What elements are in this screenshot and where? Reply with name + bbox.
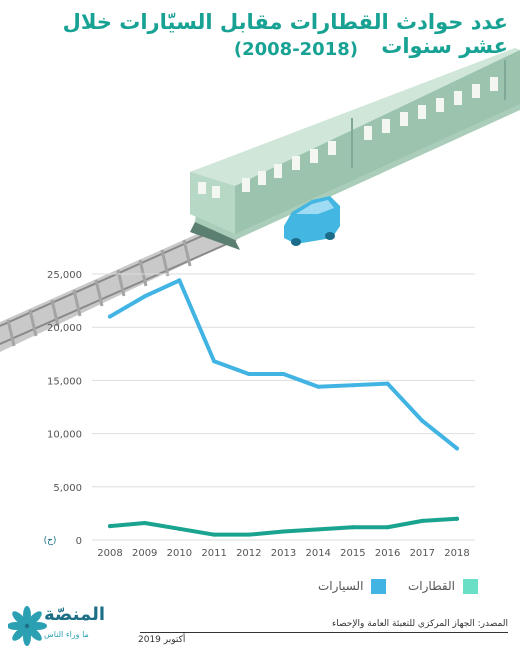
chart-title: عدد حوادث القطارات مقابل السيّارات خلال … [62,10,508,58]
data-point [108,524,112,529]
logo-tagline: ما وراء الناس [44,630,89,639]
x-tick-label: 2014 [305,548,330,559]
car-icon [284,196,340,246]
data-point [281,372,286,377]
y-tick-label: 0 [76,536,82,547]
x-tick-label: 2011 [201,548,226,559]
y-tick-label: 5,000 [53,483,82,494]
x-tick-label: 2018 [444,548,469,559]
x-tick-label: 2010 [167,548,192,559]
x-axis-ticks: 2008 2009 2010 2011 2012 2013 2014 2015 2016 2017… [97,548,469,559]
grid [92,273,475,541]
x-tick-label: 2008 [97,548,122,559]
data-point [177,278,182,283]
chart-subtitle: (2008-2018) [233,39,358,60]
y-tick-label: 10,000 [47,430,82,441]
data-point [108,314,112,319]
data-point [350,383,355,388]
legend-item-cars: السيارات [318,576,387,596]
data-point [142,294,147,299]
legend-swatch-cars [371,578,387,594]
source-note: المصدر: الجهاز المركزي للتعبئة العامة وا… [332,619,508,629]
series-lines [108,278,459,537]
data-point [246,532,251,537]
data-point [455,446,459,451]
data-point [316,527,321,532]
x-tick-label: 2012 [236,548,261,559]
publish-date: أكتوبر 2019 [138,635,186,645]
legend-swatch-trains [463,578,478,594]
data-point [212,359,217,364]
y-axis-ticks: 0 5,000 10,000 15,000 20,000 25,000 [47,270,82,547]
x-tick-label: 2016 [375,548,400,559]
data-point [281,529,286,534]
data-point [212,532,217,537]
data-point [455,516,459,521]
data-point [385,525,390,530]
footer-divider [140,632,508,633]
y-tick-label: 15,000 [47,376,82,387]
y-tick-label: 20,000 [47,323,82,334]
data-point [316,384,321,389]
data-point [177,526,182,531]
data-point [350,525,355,530]
data-point [246,372,251,377]
data-point [420,418,425,423]
y-tick-label: 25,000 [47,270,82,281]
legend-label-cars: السيارات [318,579,364,593]
data-point [385,381,390,386]
unit-label: (ح) [44,536,57,546]
series-line-cars [108,278,459,451]
train-icon [190,48,520,250]
x-tick-label: 2013 [271,548,296,559]
x-tick-label: 2017 [410,548,435,559]
data-point [142,520,147,525]
logo-icon [8,606,47,646]
railway-track-icon [0,226,240,352]
x-tick-label: 2009 [132,548,157,559]
logo-name: المنصّة [44,604,105,625]
legend-label-trains: القطارات [408,579,455,593]
data-point [420,518,425,523]
legend-item-trains: القطارات [408,576,478,596]
x-tick-label: 2015 [340,548,365,559]
